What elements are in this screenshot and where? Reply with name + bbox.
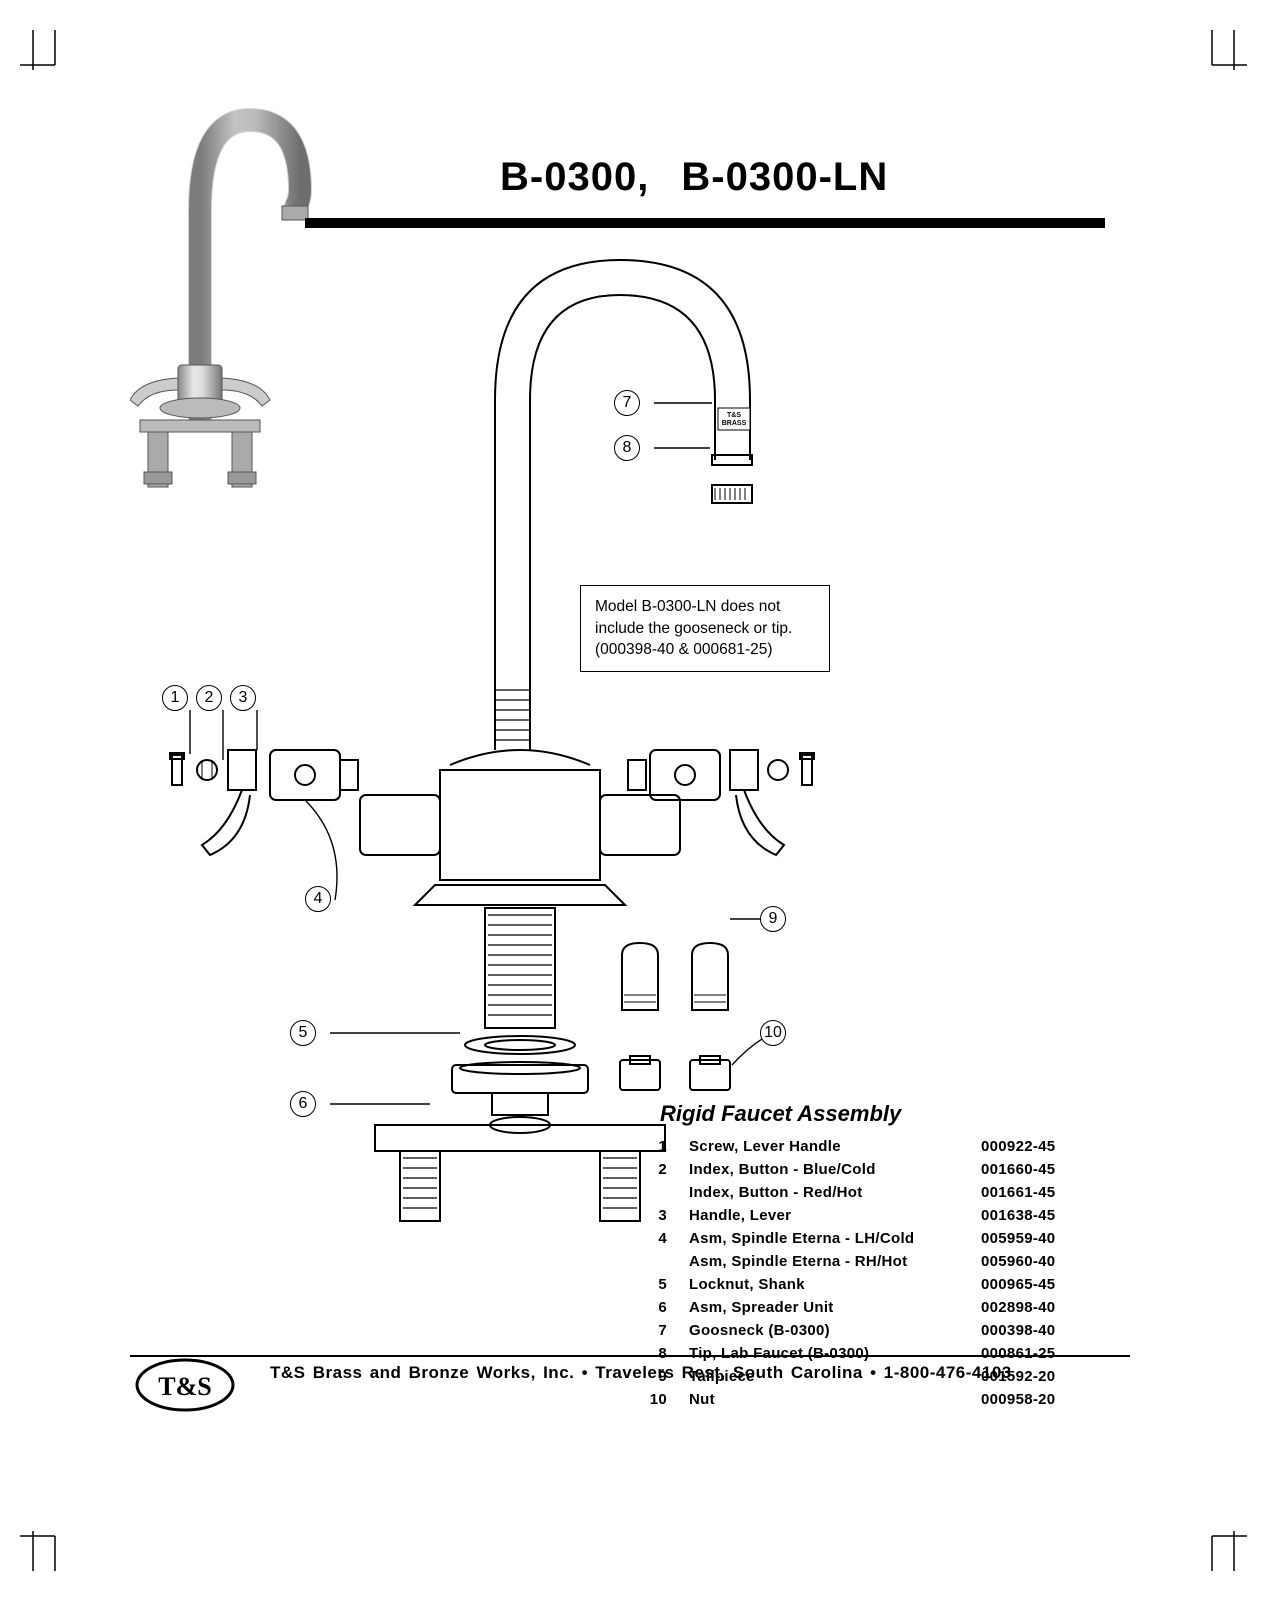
crop-mark-tl2: [28, 30, 38, 80]
part-num: 1: [647, 1136, 687, 1157]
parts-list-title: Rigid Faucet Assembly: [660, 1101, 901, 1127]
callout-5: 5: [290, 1020, 316, 1046]
footer-text: T&S Brass and Bronze Works, Inc. • Trave…: [130, 1363, 1130, 1383]
note-line: (000398-40 & 000681-25): [595, 639, 815, 661]
parts-row: 6Asm, Spreader Unit002898-40: [647, 1297, 1101, 1318]
ts-logo: T&S: [135, 1358, 235, 1413]
callout-9: 9: [760, 906, 786, 932]
callout-1: 1: [162, 685, 188, 711]
part-desc: Screw, Lever Handle: [689, 1136, 979, 1157]
footer-rule: [130, 1355, 1130, 1357]
page-footer: T&S Brass and Bronze Works, Inc. • Trave…: [130, 1355, 1130, 1383]
part-pn: 001638-45: [981, 1205, 1101, 1226]
parts-row: 5Locknut, Shank000965-45: [647, 1274, 1101, 1295]
parts-row: 2Index, Button - Blue/Cold001660-45: [647, 1159, 1101, 1180]
part-desc: Locknut, Shank: [689, 1274, 979, 1295]
part-pn: 002898-40: [981, 1297, 1101, 1318]
part-num: 3: [647, 1205, 687, 1226]
part-desc: Nut: [689, 1389, 979, 1410]
callout-6: 6: [290, 1091, 316, 1117]
crop-mark-br: [1197, 1521, 1247, 1571]
part-pn: 000965-45: [981, 1274, 1101, 1295]
part-pn: 000398-40: [981, 1320, 1101, 1341]
part-num: 6: [647, 1297, 687, 1318]
part-desc: Asm, Spindle Eterna - RH/Hot: [689, 1251, 979, 1272]
callout-3: 3: [230, 685, 256, 711]
part-pn: 000922-45: [981, 1136, 1101, 1157]
callout-2: 2: [196, 685, 222, 711]
crop-mark-tr2: [1229, 30, 1239, 80]
parts-row: 4Asm, Spindle Eterna - LH/Cold005959-40: [647, 1228, 1101, 1249]
part-num: [647, 1251, 687, 1272]
part-num: 4: [647, 1228, 687, 1249]
svg-text:T&S: T&S: [158, 1372, 211, 1401]
part-pn: 001660-45: [981, 1159, 1101, 1180]
parts-row: 7Goosneck (B-0300)000398-40: [647, 1320, 1101, 1341]
part-desc: Index, Button - Blue/Cold: [689, 1159, 979, 1180]
brand-label-1: T&S: [727, 412, 741, 419]
part-pn: 005960-40: [981, 1251, 1101, 1272]
part-desc: Handle, Lever: [689, 1205, 979, 1226]
crop-mark-br2: [1229, 1521, 1239, 1571]
part-pn: 001661-45: [981, 1182, 1101, 1203]
part-num: 7: [647, 1320, 687, 1341]
callout-10: 10: [760, 1020, 786, 1046]
part-desc: Index, Button - Red/Hot: [689, 1182, 979, 1203]
parts-row: 10Nut000958-20: [647, 1389, 1101, 1410]
part-num: 10: [647, 1389, 687, 1410]
parts-row: 1Screw, Lever Handle000922-45: [647, 1136, 1101, 1157]
part-num: 2: [647, 1159, 687, 1180]
callout-7: 7: [614, 390, 640, 416]
part-pn: 005959-40: [981, 1228, 1101, 1249]
part-desc: Asm, Spreader Unit: [689, 1297, 979, 1318]
parts-row: 3Handle, Lever001638-45: [647, 1205, 1101, 1226]
note-line: include the gooseneck or tip.: [595, 618, 815, 640]
part-pn: 000958-20: [981, 1389, 1101, 1410]
part-desc: Goosneck (B-0300): [689, 1320, 979, 1341]
note-line: Model B-0300-LN does not: [595, 596, 815, 618]
crop-mark-bl2: [28, 1521, 38, 1571]
brand-label-2: BRASS: [722, 420, 747, 427]
crop-mark-tr: [1197, 30, 1247, 80]
part-num: [647, 1182, 687, 1203]
parts-row: Index, Button - Red/Hot001661-45: [647, 1182, 1101, 1203]
parts-row: Asm, Spindle Eterna - RH/Hot005960-40: [647, 1251, 1101, 1272]
part-desc: Asm, Spindle Eterna - LH/Cold: [689, 1228, 979, 1249]
callout-8: 8: [614, 435, 640, 461]
callout-4: 4: [305, 886, 331, 912]
part-num: 5: [647, 1274, 687, 1295]
model-note: Model B-0300-LN does not include the goo…: [580, 585, 830, 672]
